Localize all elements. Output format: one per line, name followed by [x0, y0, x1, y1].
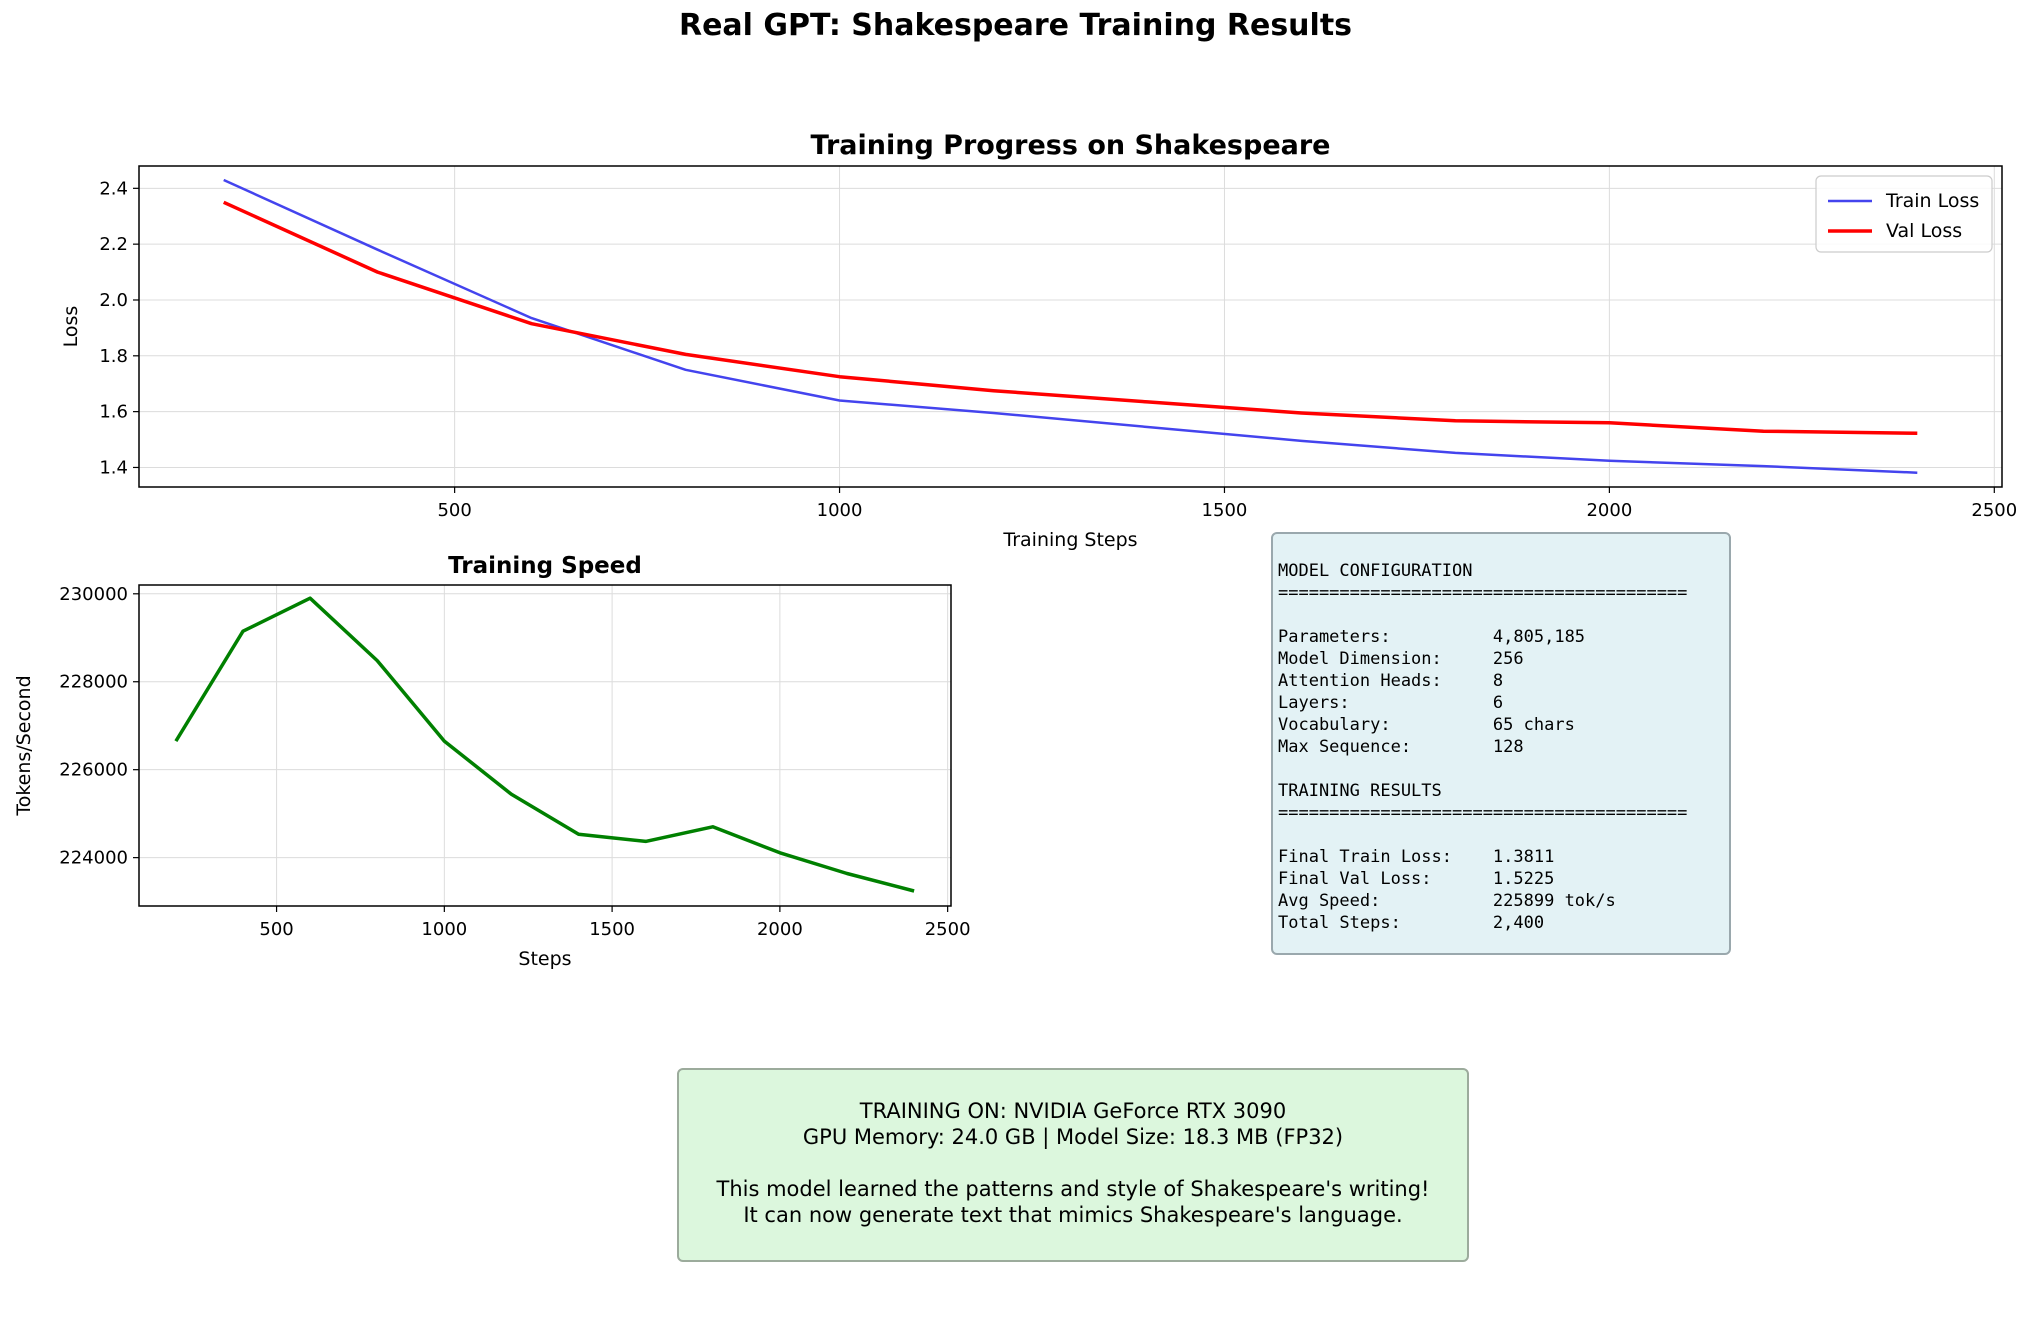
config-line: Final Val Loss: 1.5225 — [1278, 869, 1555, 889]
config-line: Parameters: 4,805,185 — [1278, 627, 1586, 647]
gpu-info-panel: TRAINING ON: NVIDIA GeForce RTX 3090 GPU… — [677, 1068, 1469, 1262]
y-tick-label: 230000 — [59, 584, 128, 605]
axes-frame — [138, 584, 952, 907]
config-line: Layers: 6 — [1278, 693, 1504, 713]
train-loss-line — [223, 178, 1918, 474]
y-tick-label: 1.6 — [99, 402, 128, 423]
chart-title: Training Progress on Shakespeare — [811, 130, 1331, 161]
config-line — [1278, 758, 1729, 780]
y-tick-label: 2.0 — [99, 290, 128, 311]
config-line: TRAINING RESULTS — [1278, 781, 1442, 801]
legend-box — [1815, 175, 1993, 253]
x-tick-label: 1000 — [817, 500, 863, 521]
x-tick-label: 2000 — [757, 919, 803, 940]
y-axis-label: Tokens/Second — [13, 675, 35, 816]
config-line: Max Sequence: 128 — [1278, 737, 1524, 757]
x-axis-label: Training Steps — [1002, 529, 1137, 551]
gpu-line-2: GPU Memory: 24.0 GB | Model Size: 18.3 M… — [802, 1125, 1344, 1149]
x-tick-label: 2500 — [1971, 500, 2017, 521]
legend: Train Loss Val Loss — [1815, 175, 1993, 253]
gpu-line-1: TRAINING ON: NVIDIA GeForce RTX 3090 — [859, 1099, 1287, 1123]
config-line — [1278, 604, 1729, 626]
config-line: ======================================== — [1278, 803, 1688, 823]
loss-chart — [133, 165, 2003, 493]
config-line: Vocabulary: 65 chars — [1278, 715, 1575, 735]
y-tick-label: 1.4 — [99, 457, 128, 478]
x-tick-label: 2500 — [925, 919, 971, 940]
config-line: MODEL CONFIGURATION — [1278, 561, 1473, 581]
chart-title: Training Speed — [448, 553, 642, 579]
config-line: Total Steps: 2,400 — [1278, 913, 1545, 933]
y-tick-label: 2.4 — [99, 178, 128, 199]
val-loss-line — [222, 200, 1918, 436]
y-tick-label: 226000 — [59, 760, 128, 781]
gpu-line-4: It can now generate text that mimics Sha… — [743, 1203, 1403, 1227]
x-tick-label: 2000 — [1586, 500, 1632, 521]
speed-line — [174, 596, 915, 893]
config-line: Model Dimension: 256 — [1278, 649, 1524, 669]
x-axis-label: Steps — [518, 948, 571, 970]
legend-label: Val Loss — [1886, 220, 1962, 242]
x-tick-label: 500 — [259, 919, 293, 940]
config-line: Avg Speed: 225899 tok/s — [1278, 891, 1616, 911]
model-config-panel: MODEL CONFIGURATION =====================… — [1271, 532, 1731, 955]
y-axis-label: Loss — [60, 306, 82, 348]
config-line: Attention Heads: 8 — [1278, 671, 1504, 691]
y-tick-label: 228000 — [59, 672, 128, 693]
y-tick-label: 224000 — [59, 848, 128, 869]
y-tick-label: 1.8 — [99, 346, 128, 367]
speed-chart — [133, 584, 952, 912]
config-line: Final Train Loss: 1.3811 — [1278, 847, 1555, 867]
x-tick-label: 500 — [437, 500, 471, 521]
figure-title: Real GPT: Shakespeare Training Results — [678, 8, 1353, 43]
gpu-line-3: This model learned the patterns and styl… — [716, 1177, 1430, 1201]
axes-frame — [138, 165, 2003, 488]
x-tick-label: 1000 — [421, 919, 467, 940]
x-tick-label: 1500 — [589, 919, 635, 940]
config-line — [1278, 824, 1729, 846]
y-tick-label: 2.2 — [99, 234, 128, 255]
x-tick-label: 1500 — [1202, 500, 1248, 521]
legend-label: Train Loss — [1885, 190, 1979, 212]
config-line: ======================================== — [1278, 583, 1688, 603]
